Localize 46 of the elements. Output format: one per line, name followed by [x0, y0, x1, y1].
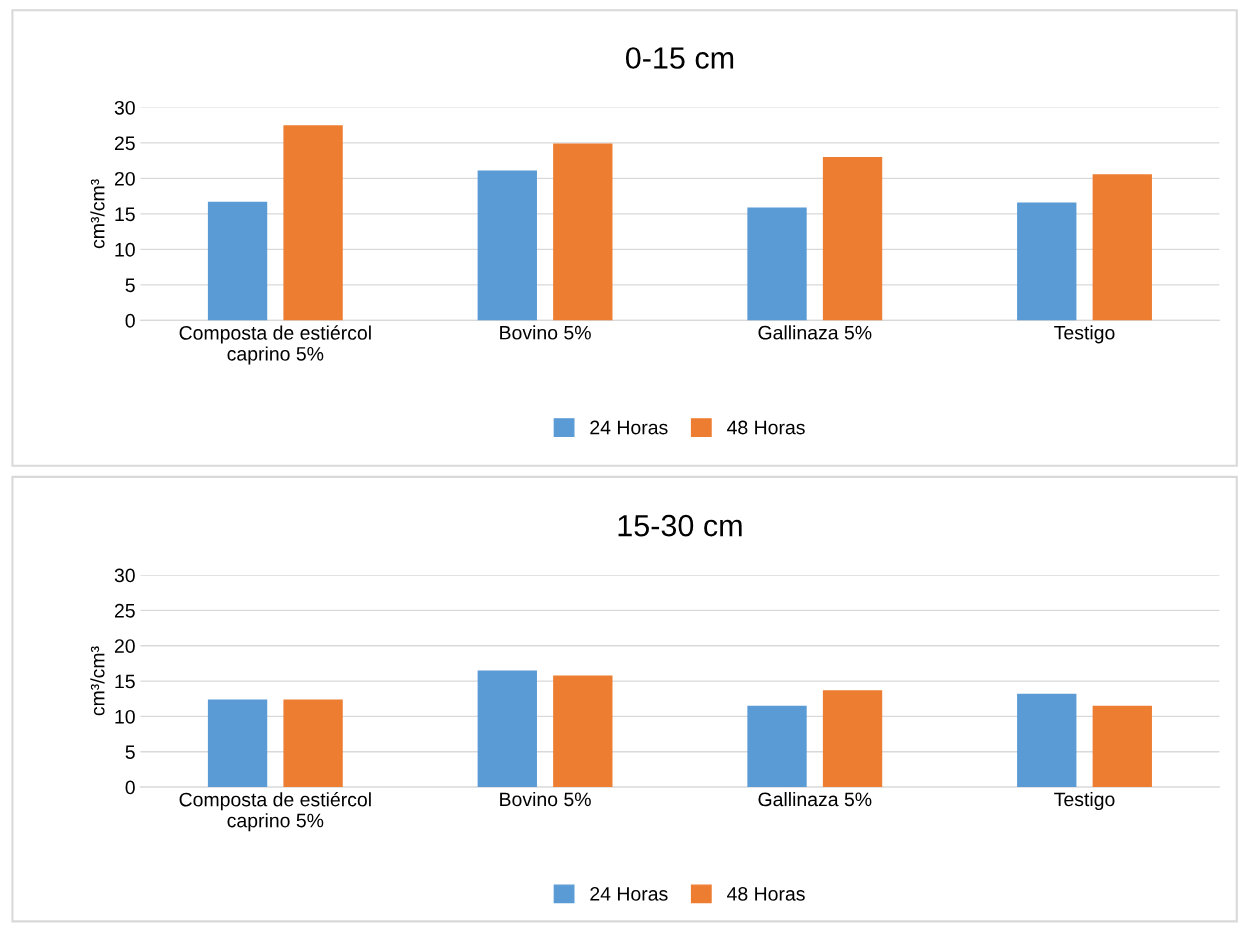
- legend-label: 24 Horas: [590, 886, 668, 901]
- y-tick-label: 30: [114, 568, 135, 583]
- bar: [553, 675, 613, 788]
- x-tick-label: Gallinaza 5%: [758, 791, 872, 807]
- bar: [477, 170, 537, 321]
- y-tick-label: 25: [114, 136, 135, 151]
- x-tick-label: Bovino 5%: [500, 791, 591, 807]
- bar: [747, 705, 807, 788]
- legend-label: 48 Horas: [727, 420, 805, 435]
- y-axis-title: cm³/cm³: [90, 179, 105, 249]
- y-tick-label: 15: [115, 207, 135, 222]
- bar: [1017, 202, 1077, 321]
- bar: [553, 143, 613, 321]
- bar: [747, 207, 807, 321]
- y-tick-label: 20: [114, 171, 135, 186]
- y-tick-label: 5: [125, 278, 135, 293]
- x-tick-label: Testigo: [1054, 791, 1115, 811]
- y-tick-label: 25: [114, 603, 135, 618]
- x-tick-label: Testigo: [1054, 325, 1115, 344]
- legend-label: 24 Horas: [590, 420, 668, 435]
- x-tick-label: Composta de estiércol caprino 5%: [179, 325, 371, 365]
- y-tick-label: 20: [114, 639, 135, 653]
- bar: [283, 699, 343, 788]
- y-tick-label: 0: [125, 313, 135, 328]
- legend-label: 48 Horas: [727, 886, 805, 901]
- bar: [477, 670, 537, 788]
- bar: [1092, 174, 1152, 321]
- bar: [822, 690, 883, 788]
- y-tick-label: 0: [125, 780, 135, 795]
- bar: [207, 699, 268, 788]
- y-tick-label: 5: [125, 745, 135, 759]
- bar: [1092, 705, 1152, 788]
- bar: [283, 125, 343, 321]
- y-axis-title: cm³/cm³: [90, 646, 105, 716]
- bar: [207, 201, 268, 321]
- y-tick-label: 15: [115, 674, 135, 689]
- chart-title: 15-30 cm: [618, 514, 742, 537]
- x-tick-label: Gallinaza 5%: [758, 325, 872, 340]
- y-tick-label: 10: [115, 709, 135, 724]
- x-tick-label: Bovino 5%: [500, 325, 591, 340]
- chart-title: 0-15 cm: [625, 47, 734, 69]
- bar: [1017, 693, 1077, 788]
- x-tick-label: Composta de estiércol caprino 5%: [179, 791, 371, 832]
- y-tick-label: 10: [115, 242, 135, 257]
- bar: [822, 157, 883, 321]
- y-tick-label: 30: [114, 100, 135, 115]
